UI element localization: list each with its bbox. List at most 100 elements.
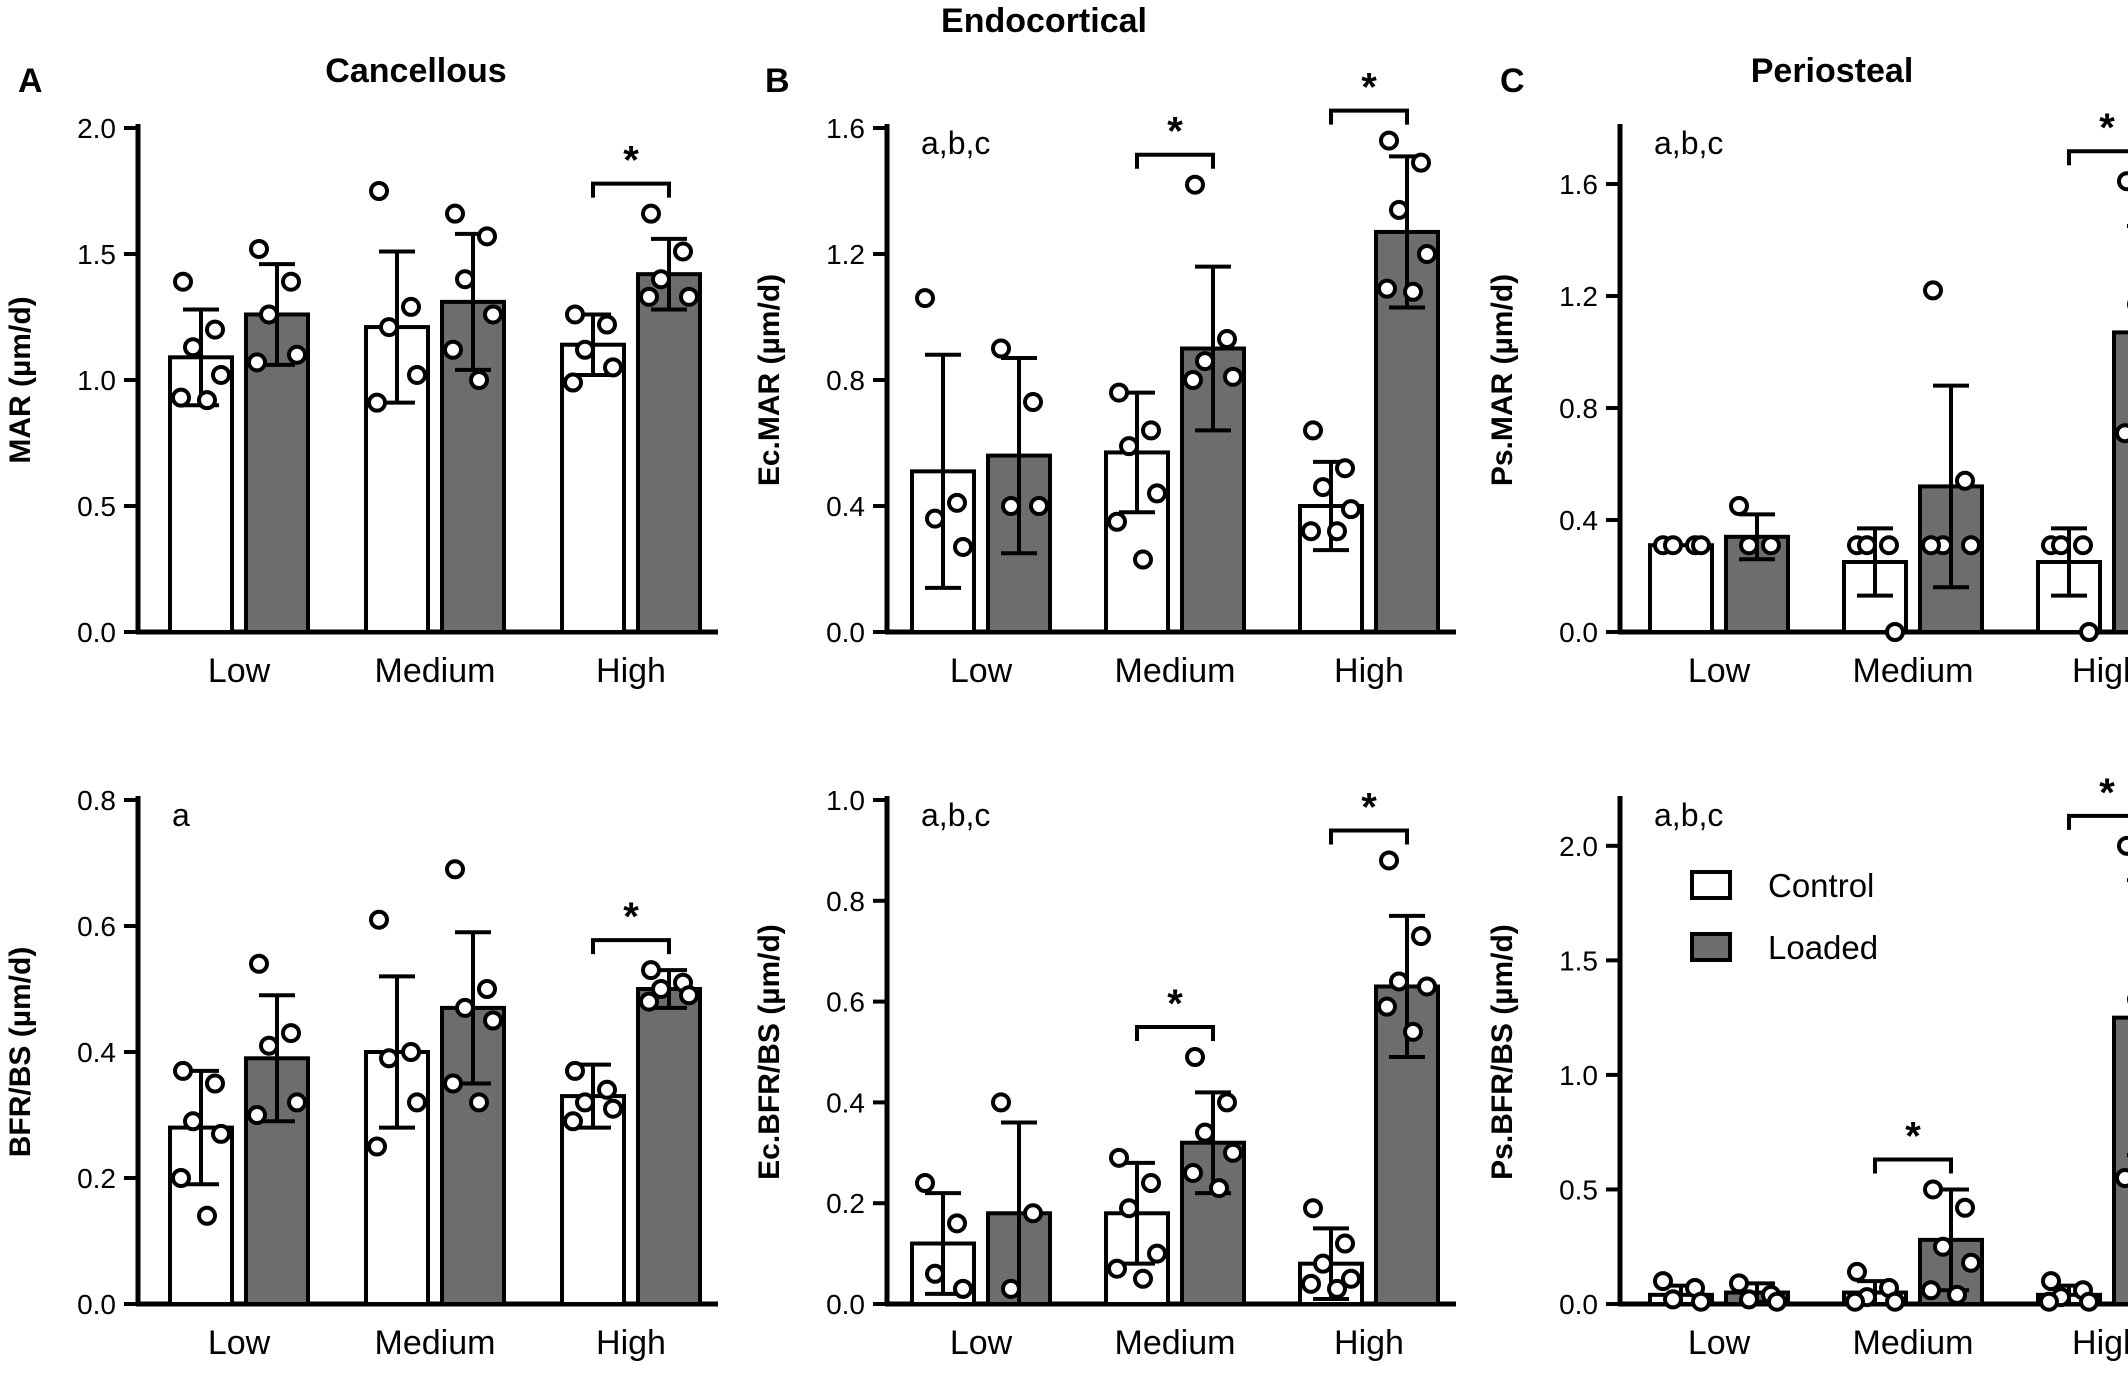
panel-letter-a: A <box>18 62 43 100</box>
data-point <box>455 269 475 290</box>
data-point <box>915 288 935 309</box>
data-point <box>197 1205 217 1226</box>
data-point <box>953 536 973 557</box>
data-point <box>1341 1268 1361 1289</box>
data-point <box>379 317 399 338</box>
data-point <box>639 286 659 307</box>
data-point <box>1029 496 1049 516</box>
data-point <box>259 1035 279 1056</box>
y-tick-label: 0.5 <box>77 491 116 522</box>
data-point <box>1923 280 1943 301</box>
legend-label-loaded: Loaded <box>1768 929 1878 966</box>
data-point <box>1109 1147 1129 1168</box>
data-point <box>379 1048 399 1069</box>
significance-bracket <box>1329 108 1409 125</box>
data-point <box>1947 1284 1967 1305</box>
data-point <box>1389 971 1409 992</box>
data-point <box>947 492 967 513</box>
y-axis-label: Ps.BFR/BS (µm/d) <box>1486 924 1519 1180</box>
data-point <box>1379 850 1399 871</box>
y-tick-label: 0.8 <box>77 785 116 816</box>
x-category-label: High <box>1334 1324 1404 1362</box>
data-point <box>1921 535 1941 556</box>
data-point <box>1141 1173 1161 1194</box>
data-point <box>1961 1252 1981 1273</box>
data-point <box>401 296 421 317</box>
significance-bracket <box>1873 1157 1953 1174</box>
x-category-label: Medium <box>375 1324 496 1362</box>
data-point <box>247 352 267 373</box>
annotation-label: a,b,c <box>921 125 990 161</box>
data-point <box>1403 1021 1423 1042</box>
data-point <box>603 1098 623 1119</box>
data-point <box>651 269 671 290</box>
chart-2: 0.0 0.4 0.8 1.2 1.6 Ec.MAR (µm/d) a,b,c Low Medi… <box>753 66 1456 690</box>
data-point <box>2079 1291 2099 1312</box>
significance-bracket <box>1135 1025 1215 1042</box>
data-point <box>1885 622 1905 642</box>
data-point <box>247 1105 267 1125</box>
data-point <box>1955 470 1975 491</box>
y-tick-label: 1.2 <box>1559 281 1598 312</box>
x-category-label: Medium <box>1853 1324 1974 1362</box>
data-point <box>1195 351 1215 372</box>
y-tick-label: 0.4 <box>826 1087 865 1118</box>
data-point <box>1335 458 1355 479</box>
x-category-label: Medium <box>1115 1324 1236 1362</box>
y-tick-label: 2.0 <box>1559 831 1598 862</box>
data-point <box>1107 1258 1127 1279</box>
data-point <box>2117 171 2128 192</box>
data-point <box>445 859 465 880</box>
y-tick-label: 0.8 <box>826 365 865 396</box>
x-category-label: High <box>1334 652 1404 690</box>
x-category-label: Low <box>208 1324 271 1362</box>
chart-1: 0.0 0.5 1.0 1.5 2.0 MAR (µm/d) Low Medium High * <box>4 113 718 690</box>
data-point <box>1923 1179 1943 1200</box>
y-tick-label: 0.0 <box>1559 617 1598 648</box>
data-point <box>1303 1198 1323 1219</box>
data-point <box>641 203 661 224</box>
data-point <box>205 1073 225 1094</box>
x-category-label: High <box>2072 1324 2128 1362</box>
significance-star: * <box>1361 66 1377 110</box>
data-point <box>603 357 623 378</box>
chart-5: 0.0 0.2 0.4 0.6 0.8 1.0 Ec.BFR/BS (µm/d) a,b,c L… <box>753 785 1456 1362</box>
data-point <box>281 1023 301 1044</box>
data-point <box>1023 1203 1043 1224</box>
data-point <box>249 953 269 974</box>
data-point <box>1767 1291 1787 1312</box>
data-point <box>1857 535 1877 556</box>
data-point <box>641 960 661 981</box>
data-point <box>1133 1268 1153 1289</box>
data-point <box>1417 244 1437 264</box>
y-axis-label: MAR (µm/d) <box>4 296 37 463</box>
data-point <box>259 304 279 325</box>
data-point <box>1411 926 1431 947</box>
data-point <box>1183 370 1203 390</box>
data-point <box>1119 436 1139 457</box>
data-point <box>211 1123 231 1144</box>
data-point <box>401 1042 421 1062</box>
significance-bracket <box>591 181 671 198</box>
significance-bracket <box>1135 152 1215 169</box>
y-tick-label: 1.0 <box>77 365 116 396</box>
data-point <box>1107 511 1127 532</box>
data-point <box>953 1278 973 1299</box>
y-tick-label: 0.0 <box>826 617 865 648</box>
data-point <box>2115 423 2128 444</box>
data-point <box>469 370 489 390</box>
y-tick-label: 0.4 <box>1559 505 1598 536</box>
x-category-label: Low <box>1688 1324 1751 1362</box>
significance-bracket <box>591 938 671 955</box>
significance-star: * <box>1361 785 1377 829</box>
data-point <box>1663 535 1683 556</box>
legend: Control Loaded <box>1690 867 1878 966</box>
y-tick-label: 1.0 <box>826 785 865 816</box>
data-point <box>1729 1273 1749 1294</box>
data-point <box>1729 496 1749 516</box>
data-point <box>925 1263 945 1284</box>
y-tick-label: 0.5 <box>1559 1174 1598 1205</box>
significance-star: * <box>1167 982 1183 1026</box>
data-point <box>1691 1291 1711 1312</box>
